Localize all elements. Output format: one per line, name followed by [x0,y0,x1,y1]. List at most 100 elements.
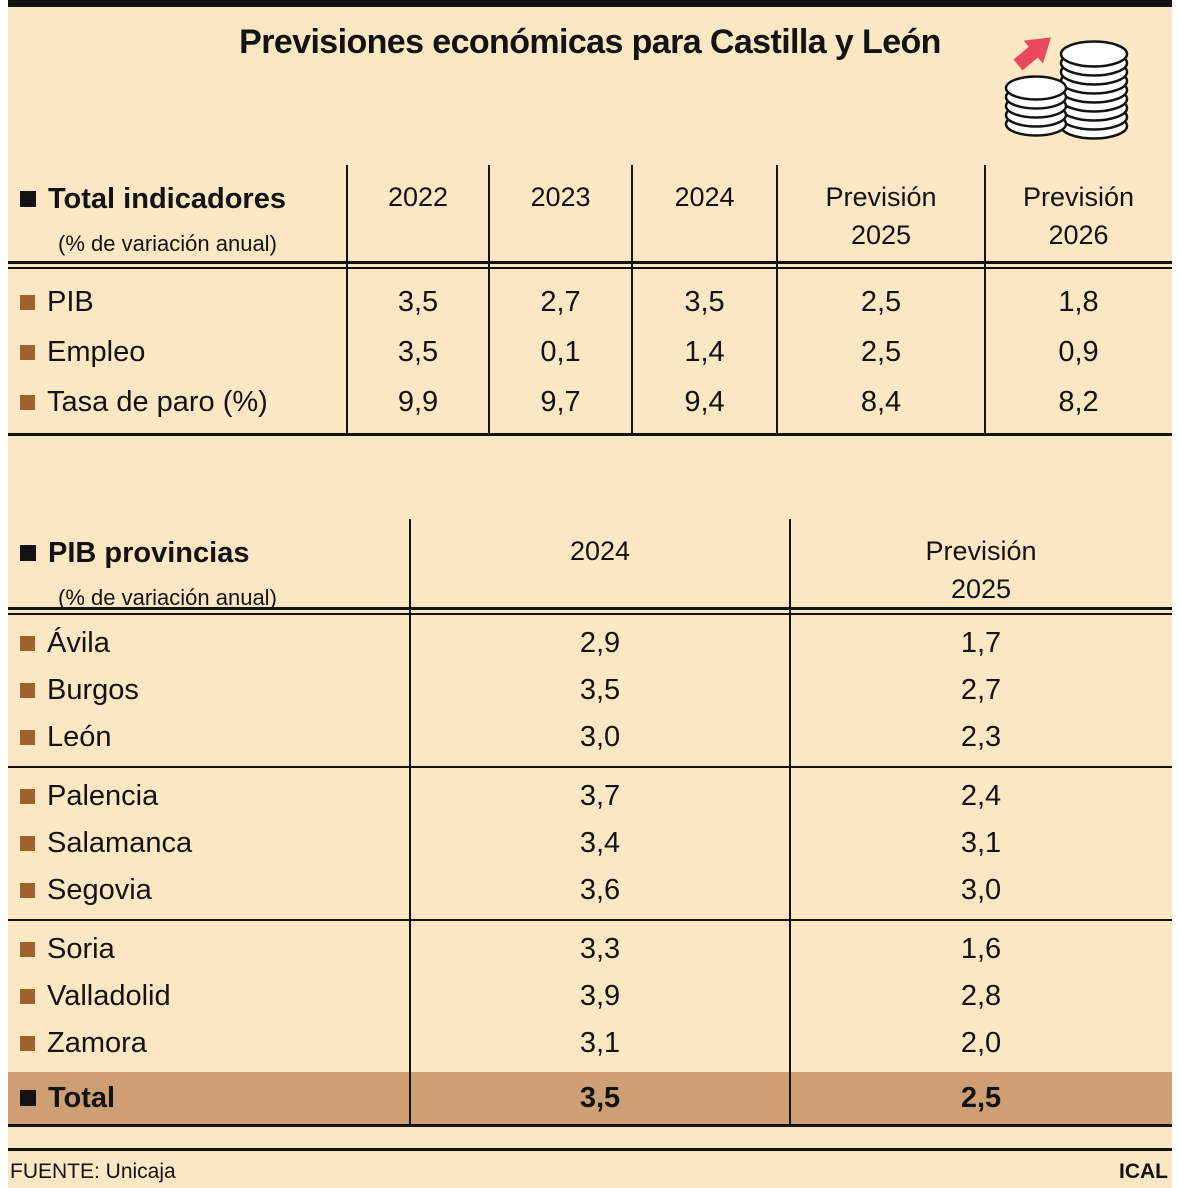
cell-value: 3,5 [397,335,439,368]
table1-title-text: Total indicadores [48,183,286,215]
cell-value: 8,2 [1058,385,1099,418]
column-header-line: 2026 [1048,219,1109,250]
column-header-prevision-2025: Previsión 2025 [777,165,985,261]
cell-value: 9,9 [397,385,439,418]
column-header-prevision-2025: Previsión 2025 [790,519,1172,613]
table2-header-row: PIB provincias (% de variación anual) 20… [8,519,1172,610]
row-label: Palencia [8,780,410,813]
column-header-line: Previsión [1022,182,1135,212]
row-label: Tasa de paro (%) [8,386,347,419]
row-label: PIB [8,286,347,319]
column-header-line: 2024 [674,182,735,212]
province-group-2: Palencia 3,7 2,4 Salamanca 3,4 3,1 [8,768,1172,919]
brown-square-bullet [20,636,35,651]
footer: FUENTE: Unicaja ICAL [8,1151,1172,1184]
growth-arrow-icon [1013,37,1051,71]
column-divider [984,165,986,433]
column-header-line: 2024 [569,536,631,566]
table1-title: Total indicadores [20,179,286,220]
cell-value: 1,7 [960,627,1002,659]
table1-header-row: Total indicadores (% de variación anual)… [8,165,1172,261]
cell-value: 3,4 [579,827,621,859]
cell-value: 8,4 [860,385,902,418]
table-row-avila: Ávila 2,9 1,7 [8,620,1172,667]
brown-square-bullet [20,730,35,745]
cell-value: 0,9 [1058,335,1099,368]
coins-growth-svg [1004,37,1129,140]
cell-value: 9,4 [684,385,725,418]
cell-value: 1,8 [1058,285,1099,318]
brown-square-bullet [20,883,35,898]
row-label: Salamanca [8,827,410,860]
table2-title: PIB provincias [20,533,249,574]
row-label-text: Valladolid [47,980,171,1012]
cell-value: 1,4 [684,335,725,368]
cell-value: 2,0 [960,1027,1002,1059]
cell-value: 2,4 [960,780,1002,812]
table1-title-cell: Total indicadores (% de variación anual) [8,165,347,261]
coin-stack-short [1004,75,1068,137]
province-group-1: Ávila 2,9 1,7 Burgos 3,5 2,7 L [8,615,1172,766]
table-row-leon: León 3,0 2,3 [8,714,1172,761]
province-group-3: Soria 3,3 1,6 Valladolid 3,9 2,8 [8,921,1172,1072]
cell-value: 2,8 [960,980,1002,1012]
cell-value: 3,7 [579,780,621,812]
cell-value: 3,5 [684,285,725,318]
row-label-text: Ávila [47,627,110,659]
column-header-line: Previsión [825,182,937,212]
column-divider [488,165,490,433]
table-row-zamora: Zamora 3,1 2,0 [8,1020,1172,1067]
row-label-text: León [47,721,112,753]
cell-value: 3,1 [960,827,1002,859]
table-row-soria: Soria 3,3 1,6 [8,926,1172,973]
brown-square-bullet [20,294,35,310]
top-rule [8,0,1172,7]
cell-value: 2,7 [960,674,1002,706]
row-label-text: Salamanca [47,827,193,859]
cell-value: 2,5 [860,285,902,318]
masthead: Previsiones económicas para Castilla y L… [8,7,1172,155]
table-row-palencia: Palencia 3,7 2,4 [8,773,1172,820]
column-header-line: 2025 [950,573,1012,604]
column-divider [789,519,791,1124]
page-title: Previsiones económicas para Castilla y L… [239,23,941,61]
black-square-bullet [20,545,36,562]
cell-value: 9,7 [540,385,581,418]
column-header-2023: 2023 [489,165,632,261]
table-row-empleo: Empleo 3,5 0,1 1,4 2,5 0,9 [8,327,1172,377]
brown-square-bullet [20,989,35,1004]
row-label: Segovia [8,874,410,907]
brown-square-bullet [20,1036,35,1051]
column-header-line: Previsión [925,536,1037,566]
table2-subtitle: (% de variación anual) [58,584,277,610]
row-label-text: PIB [47,285,94,318]
table1-body: PIB 3,5 2,7 3,5 2,5 1,8 Empleo 3,5 0,1 1… [8,269,1172,433]
group-separator [8,919,1172,921]
row-label-text: Soria [47,933,115,965]
cell-value: 2,5 [960,1081,1002,1114]
table-row-segovia: Segovia 3,6 3,0 [8,867,1172,914]
table-row-pib: PIB 3,5 2,7 3,5 2,5 1,8 [8,277,1172,327]
row-label: Ávila [8,627,410,660]
cell-value: 1,6 [960,933,1002,965]
row-label: Valladolid [8,980,410,1013]
row-label: León [8,721,410,754]
row-label-text: Total [48,1081,116,1114]
table-row-burgos: Burgos 3,5 2,7 [8,667,1172,714]
cell-value: 3,9 [579,980,621,1012]
cell-value: 2,7 [540,285,581,318]
column-divider [776,165,778,433]
table-row-salamanca: Salamanca 3,4 3,1 [8,820,1172,867]
row-label: Total [8,1082,410,1115]
row-label: Burgos [8,674,410,707]
table2-title-text: PIB provincias [48,537,250,569]
black-square-bullet [20,1090,36,1106]
black-square-bullet [20,191,36,208]
table-row-total: Total 3,5 2,5 [8,1072,1172,1124]
table2-title-cell: PIB provincias (% de variación anual) [8,519,410,613]
double-rule [8,607,1172,615]
row-label: Zamora [8,1027,410,1060]
row-label: Soria [8,933,410,966]
cell-value: 3,1 [579,1027,621,1059]
